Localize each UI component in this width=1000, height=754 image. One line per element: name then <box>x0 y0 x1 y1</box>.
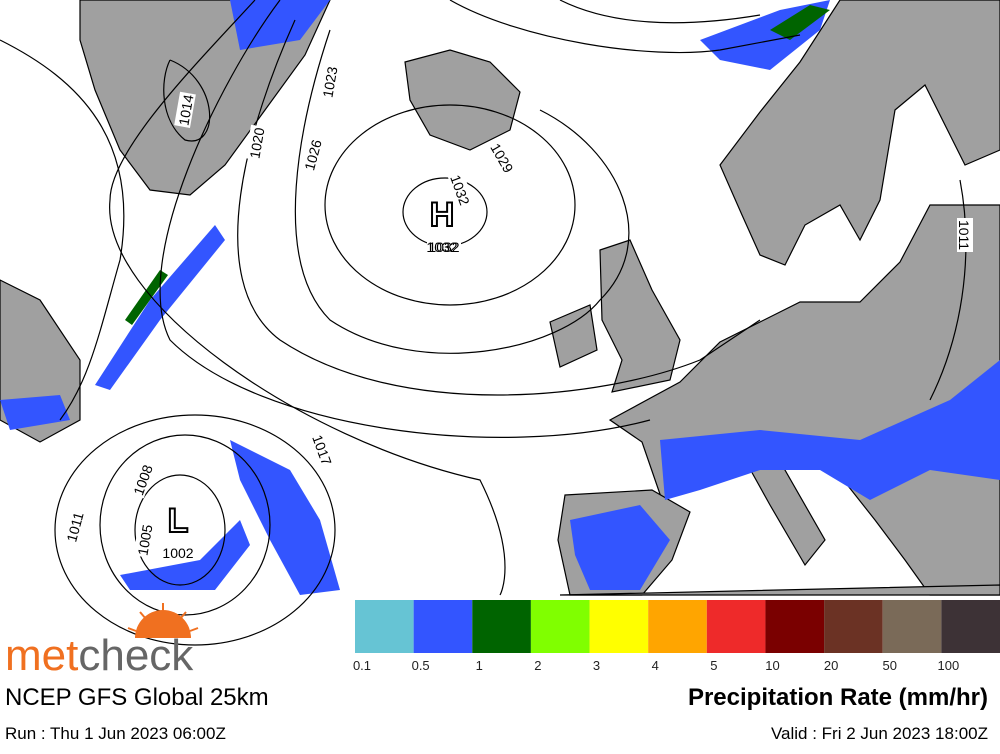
isobar <box>294 29 630 354</box>
isobar-label-bg <box>318 63 340 100</box>
greenland <box>79 0 331 196</box>
legend-label: 10 <box>765 658 779 673</box>
isobar <box>134 474 226 586</box>
isobar <box>559 0 761 24</box>
isobar-label-group: 1011 <box>956 218 973 252</box>
legend-label: 4 <box>652 658 659 673</box>
legend-swatch <box>824 600 883 653</box>
legend-swatch <box>589 600 649 653</box>
great-britain <box>599 239 681 393</box>
isobar-label-bg <box>61 508 87 546</box>
legend-label: 2 <box>534 658 541 673</box>
pressure-value: 1032 <box>426 239 457 255</box>
precipitation <box>125 270 168 325</box>
isobar-label-group: 1011 <box>61 508 87 546</box>
run-time: Run : Thu 1 Jun 2023 06:00Z <box>5 724 226 743</box>
isobar-label-group: 1026 <box>299 136 325 174</box>
legend-label: 0.5 <box>412 658 430 673</box>
isobar-label-bg <box>427 238 461 254</box>
brand: metcheck <box>5 631 194 680</box>
legend-swatch <box>472 600 531 653</box>
isobar-label: 1014 <box>175 93 196 127</box>
isobar-label-group: 1023 <box>318 63 341 100</box>
legend-swatch <box>882 600 942 653</box>
isobar-label-group: 1014 <box>174 91 197 128</box>
legend-swatch <box>530 600 590 653</box>
pressure-symbol: L <box>168 502 189 540</box>
model-name: NCEP GFS Global 25km <box>5 684 269 711</box>
legend-label: 50 <box>882 658 896 673</box>
isobar-label: 1020 <box>246 126 267 160</box>
logo-rays <box>127 603 199 632</box>
isobar <box>163 59 211 142</box>
isobar-label-group: 1005 <box>133 521 156 558</box>
isobar-label: 1032 <box>428 239 459 255</box>
isobar <box>929 179 967 401</box>
pressure-value: 1002 <box>162 545 193 561</box>
legend-swatch <box>941 600 1000 653</box>
legend-label: 3 <box>593 658 600 673</box>
isobar-label-bg <box>487 138 519 177</box>
isobar-label-bg <box>299 136 325 174</box>
legend-swatch <box>648 600 707 653</box>
isobar-label-bg <box>128 460 156 499</box>
isobar <box>159 0 651 438</box>
legend-title: Precipitation Rate (mm/hr) <box>688 684 988 711</box>
north-africa <box>559 584 1000 596</box>
isobar-label-group: 1032 <box>427 238 461 255</box>
isobar <box>0 39 125 421</box>
precipitation <box>0 395 70 430</box>
isobar-label: 1023 <box>319 65 340 99</box>
footer: metcheck NCEP GFS Global 25km Run : Thu … <box>5 600 1000 743</box>
brand-suffix: check <box>78 631 194 680</box>
legend: 0.1 0.5 1 2 3 4 5 10 20 50 100 <box>353 600 1000 673</box>
valid-time: Valid : Fri 2 Jun 2023 18:00Z <box>771 724 988 743</box>
legend-swatch <box>355 600 414 653</box>
isobar <box>99 434 271 616</box>
isobar-label-bg <box>447 170 475 209</box>
isobar-label-bg <box>133 521 155 558</box>
legend-swatch <box>706 600 766 653</box>
isobar-label-bg <box>245 124 267 161</box>
ireland <box>549 304 598 368</box>
brand-prefix: met <box>5 631 78 680</box>
isobar-label: 1011 <box>63 510 86 543</box>
pressure-symbol: H <box>430 196 455 234</box>
precipitation <box>570 505 670 590</box>
isobar <box>324 104 576 306</box>
isobar <box>54 414 336 646</box>
isobar <box>449 0 801 54</box>
precipitation <box>660 360 1000 500</box>
isobar-label: 1026 <box>301 138 325 172</box>
legend-label: 100 <box>938 658 960 673</box>
iceland <box>404 49 521 151</box>
isobar <box>109 0 506 596</box>
isobar-label-bg <box>957 218 973 252</box>
isobar-label: 1011 <box>956 220 972 250</box>
precipitation <box>770 5 830 40</box>
isobar-label: 1005 <box>134 523 155 557</box>
legend-label: 5 <box>710 658 717 673</box>
legend-swatch <box>413 600 473 653</box>
isobar-label-group: 1020 <box>245 124 268 161</box>
scandinavia <box>719 0 1000 266</box>
isobar-label-bg <box>309 430 337 469</box>
logo-sun <box>135 610 191 638</box>
legend-swatch <box>765 600 825 653</box>
isobar-label-group: 1017 <box>309 430 337 469</box>
isobar-label-bg <box>174 91 196 128</box>
legend-label: 1 <box>476 658 483 673</box>
legend-label: 20 <box>824 658 838 673</box>
legend-label: 0.1 <box>353 658 371 673</box>
precipitation <box>120 520 250 590</box>
